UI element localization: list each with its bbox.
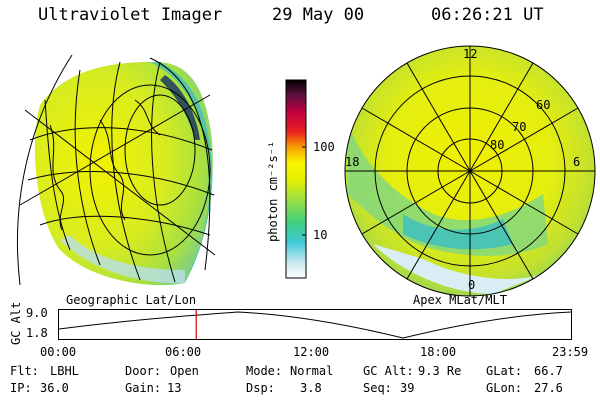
gcalt-value: 9.3 Re — [418, 364, 462, 378]
date-label: 29 May 00 — [272, 5, 365, 25]
time-label: 06:26:21 UT — [431, 5, 544, 25]
timeline-xtick-1200: 12:00 — [293, 345, 330, 359]
timeline-xtick-2359: 23:59 — [552, 345, 589, 359]
colorbar-tick-100: 100 — [313, 140, 335, 154]
gcalt-label: GC Alt: — [363, 364, 414, 378]
left-panel-label: Geographic Lat/Lon — [66, 293, 197, 307]
ip-value: 36.0 — [40, 381, 69, 395]
right-panel-label: Apex MLat/MLT — [413, 293, 507, 307]
timeline-axis-label: GC Alt — [9, 301, 23, 345]
seq-label: Seq: — [363, 381, 392, 395]
dsp-value: 3.8 — [300, 381, 322, 395]
gain-label: Gain: — [125, 381, 162, 395]
mlat-label-60: 60 — [536, 98, 551, 112]
colorbar-unit-label: photon cm⁻²s⁻¹ — [266, 140, 280, 242]
filter-value: LBHL — [50, 364, 79, 378]
mlt-label-12: 12 — [463, 47, 478, 61]
glat-label: GLat: — [486, 364, 523, 378]
mlt-label-0: 0 — [468, 278, 476, 292]
glon-label: GLon: — [486, 381, 523, 395]
colorbar — [285, 79, 307, 279]
seq-value: 39 — [400, 381, 415, 395]
mlat-label-80: 80 — [490, 138, 505, 152]
ip-label: IP: — [10, 381, 32, 395]
door-label: Door: — [125, 364, 162, 378]
geographic-map — [16, 54, 216, 286]
instrument-title: Ultraviolet Imager — [38, 5, 223, 25]
timeline-ytick-min: 1.8 — [26, 326, 48, 340]
mlt-label-18: 18 — [345, 155, 360, 169]
timeline-xtick-0600: 06:00 — [165, 345, 202, 359]
timeline-ytick-max: 9.0 — [26, 306, 48, 320]
mlt-label-6: 6 — [573, 155, 581, 169]
timeline-xtick-0000: 00:00 — [40, 345, 77, 359]
door-value: Open — [170, 364, 199, 378]
polar-plot — [344, 45, 596, 297]
filter-label: Flt: — [10, 364, 39, 378]
dsp-label: Dsp: — [246, 381, 275, 395]
gain-value: 13 — [167, 381, 182, 395]
glat-value: 66.7 — [534, 364, 563, 378]
altitude-timeline — [58, 309, 572, 340]
mode-value: Normal — [290, 364, 334, 378]
timeline-xtick-1800: 18:00 — [420, 345, 457, 359]
glon-value: 27.6 — [534, 381, 563, 395]
mode-label: Mode: — [246, 364, 283, 378]
mlat-label-70: 70 — [512, 120, 527, 134]
colorbar-tick-10: 10 — [313, 228, 328, 242]
